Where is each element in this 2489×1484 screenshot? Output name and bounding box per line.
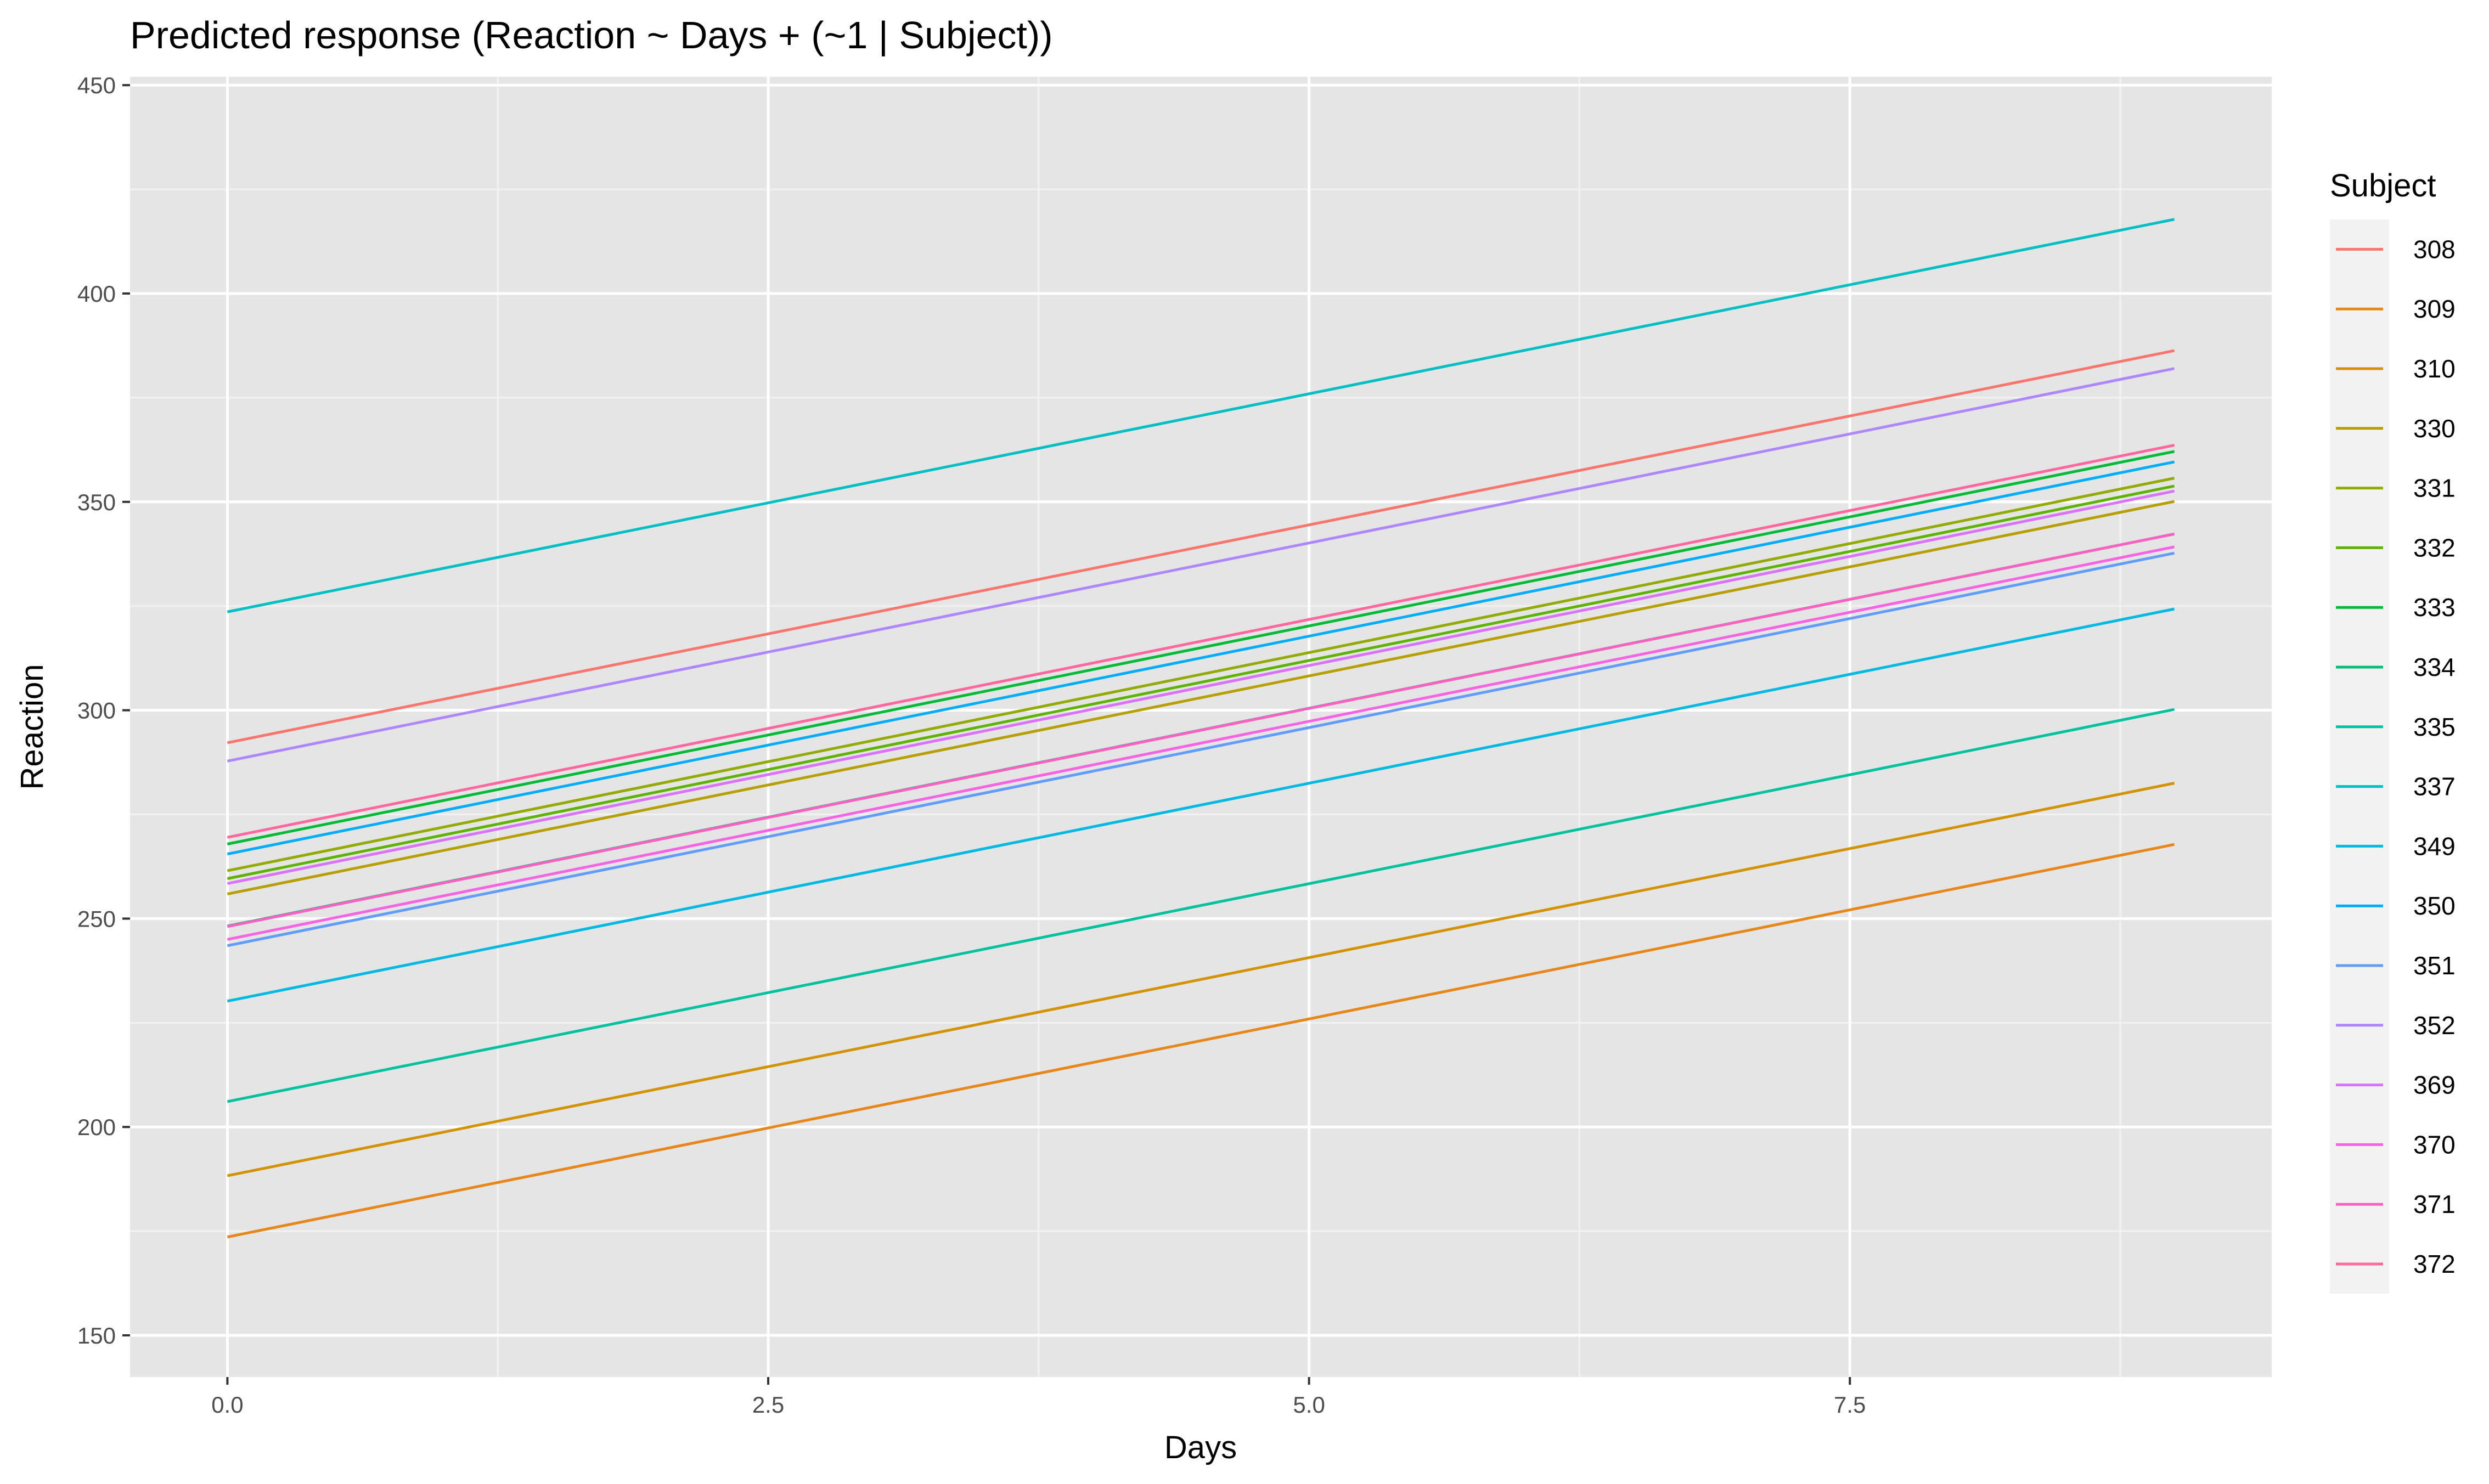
legend-label-333: 333	[2413, 593, 2456, 622]
plot-panel	[130, 77, 2272, 1377]
series-line-369	[227, 489, 2175, 885]
legend-label-310: 310	[2413, 354, 2456, 383]
y-tick-label: 300	[77, 698, 116, 724]
series-line-335	[227, 708, 2175, 1103]
legend-label-334: 334	[2413, 653, 2456, 681]
series-line-337	[227, 218, 2175, 613]
y-tick-label: 350	[77, 489, 116, 515]
chart-title: Predicted response (Reaction ~ Days + (~…	[130, 14, 1053, 57]
legend-label-309: 309	[2413, 295, 2456, 323]
series-line-352	[227, 367, 2175, 763]
y-axis: 150 200 250 300 350 400 450	[77, 72, 130, 1348]
series-line-333	[227, 450, 2175, 845]
series-line-351	[227, 551, 2175, 947]
legend-label-330: 330	[2413, 414, 2456, 443]
series-line-310	[227, 782, 2175, 1177]
legend-items: 308 309 310 330 331 332 333 334 335 337 349 350 351 3…	[2336, 235, 2456, 1278]
legend-label-371: 371	[2413, 1190, 2456, 1218]
series-line-370	[227, 545, 2175, 941]
y-tick-label: 150	[77, 1323, 116, 1348]
legend: Subject 308 309 310 330 331 332 333 334 335 337 34…	[2330, 168, 2456, 1294]
legend-label-351: 351	[2413, 951, 2456, 980]
x-tick-label: 2.5	[752, 1392, 784, 1418]
legend-label-350: 350	[2413, 891, 2456, 920]
x-axis: 0.0 2.5 5.0 7.5	[211, 1377, 1866, 1418]
y-tick-label: 450	[77, 72, 116, 98]
legend-label-372: 372	[2413, 1250, 2456, 1278]
series-line-349	[227, 607, 2175, 1003]
series-line-371	[227, 532, 2175, 928]
legend-label-331: 331	[2413, 474, 2456, 503]
legend-label-349: 349	[2413, 832, 2456, 860]
series-line-350	[227, 460, 2175, 856]
legend-label-335: 335	[2413, 713, 2456, 741]
legend-label-370: 370	[2413, 1130, 2456, 1159]
legend-label-352: 352	[2413, 1011, 2456, 1040]
y-tick-label: 250	[77, 906, 116, 932]
x-axis-title: Days	[1164, 1430, 1237, 1465]
legend-label-308: 308	[2413, 235, 2456, 263]
y-axis-title: Reaction	[14, 664, 50, 790]
legend-title: Subject	[2330, 168, 2436, 204]
series-line-332	[227, 484, 2175, 880]
legend-label-332: 332	[2413, 533, 2456, 562]
legend-label-369: 369	[2413, 1071, 2456, 1099]
series-line-331	[227, 477, 2175, 872]
series-lines	[227, 218, 2175, 1239]
x-tick-label: 5.0	[1293, 1392, 1325, 1418]
legend-label-337: 337	[2413, 772, 2456, 801]
y-tick-label: 400	[77, 281, 116, 307]
x-tick-label: 7.5	[1834, 1392, 1866, 1418]
legend-key-background	[2330, 219, 2389, 1294]
series-line-309	[227, 843, 2175, 1239]
y-tick-label: 200	[77, 1114, 116, 1140]
series-line-308	[227, 349, 2175, 744]
series-line-330	[227, 500, 2175, 896]
series-line-372	[227, 444, 2175, 839]
x-tick-label: 0.0	[211, 1392, 243, 1418]
